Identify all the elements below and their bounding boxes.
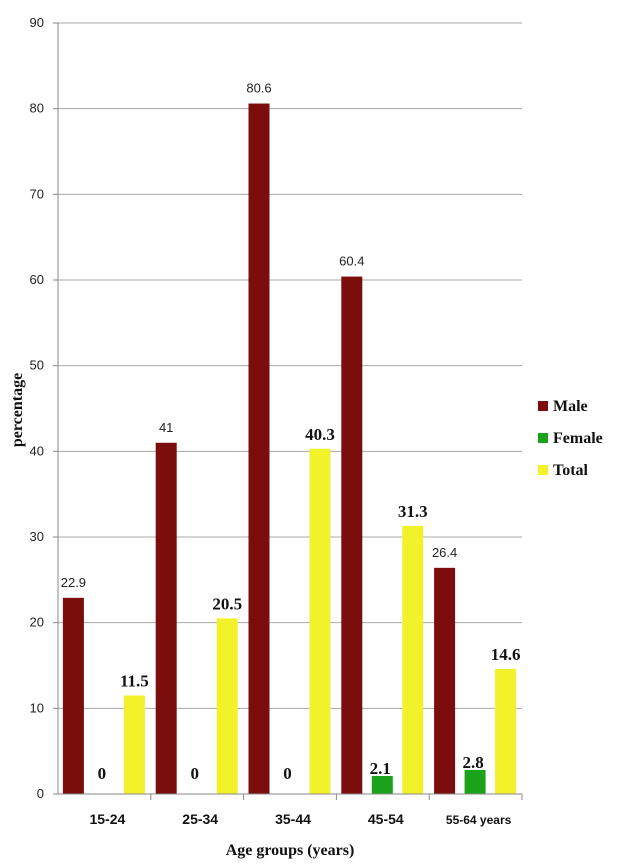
data-label-male-5: 26.4 xyxy=(432,545,457,560)
bar-male-1 xyxy=(62,597,84,794)
y-axis-title: percentage xyxy=(9,373,26,447)
bar-total-2 xyxy=(216,618,238,794)
data-label-total-4: 31.3 xyxy=(398,502,428,521)
bar-male-3 xyxy=(248,103,270,794)
y-tick-label: 70 xyxy=(30,186,44,201)
bars xyxy=(62,103,517,794)
x-tick-label: 15-24 xyxy=(89,811,125,827)
legend-swatch-total xyxy=(538,465,548,475)
y-axis-ticks: 0 10 20 30 40 50 60 70 80 90 xyxy=(30,15,44,801)
data-label-male-3: 80.6 xyxy=(246,81,271,96)
bar-female-5 xyxy=(464,770,486,794)
y-tick-label: 10 xyxy=(30,700,44,715)
data-label-total-2: 20.5 xyxy=(212,594,242,613)
data-label-male-2: 41 xyxy=(159,420,173,435)
legend-label-total: Total xyxy=(553,462,589,479)
legend: Male Female Total xyxy=(538,398,603,479)
y-tick-label: 80 xyxy=(30,101,44,116)
data-label-total-3: 40.3 xyxy=(305,425,335,444)
data-label-female-5: 2.8 xyxy=(462,753,483,772)
data-labels: 22.9 0 11.5 41 0 20.5 80.6 0 40.3 60.4 2.1 31.3 26.4… xyxy=(61,81,521,783)
data-label-female-2: 0 xyxy=(190,764,199,783)
y-tick-label: 20 xyxy=(30,615,44,630)
data-label-male-1: 22.9 xyxy=(61,575,86,590)
x-axis-ticks: 15-24 25-34 35-44 45-54 55-64 years xyxy=(89,794,523,827)
data-label-total-1: 11.5 xyxy=(120,671,149,690)
data-label-female-4: 2.1 xyxy=(370,759,391,778)
data-label-female-3: 0 xyxy=(283,764,292,783)
x-tick-label: 55-64 years xyxy=(446,813,512,827)
bar-total-5 xyxy=(495,668,517,794)
legend-label-female: Female xyxy=(553,430,603,447)
data-label-male-4: 60.4 xyxy=(339,254,364,269)
legend-swatch-male xyxy=(538,401,548,411)
y-tick-label: 50 xyxy=(30,358,44,373)
bar-male-2 xyxy=(155,442,177,794)
bar-total-1 xyxy=(123,695,145,794)
x-tick-label: 45-54 xyxy=(368,811,404,827)
bar-total-4 xyxy=(402,525,424,794)
bar-male-4 xyxy=(341,276,363,794)
legend-swatch-female xyxy=(538,433,548,443)
bar-male-5 xyxy=(434,567,456,794)
x-axis-title: Age groups (years) xyxy=(226,842,355,859)
x-tick-label: 35-44 xyxy=(275,811,311,827)
data-label-female-1: 0 xyxy=(98,764,107,783)
legend-label-male: Male xyxy=(553,398,588,415)
bar-female-4 xyxy=(371,776,393,794)
data-label-total-5: 14.6 xyxy=(491,645,521,664)
y-tick-label: 30 xyxy=(30,529,44,544)
y-tick-label: 90 xyxy=(30,15,44,30)
x-tick-label: 25-34 xyxy=(182,811,218,827)
y-tick-label: 40 xyxy=(30,443,44,458)
y-tick-label: 0 xyxy=(37,786,44,801)
bar-total-3 xyxy=(309,448,331,794)
y-tick-label: 60 xyxy=(30,272,44,287)
